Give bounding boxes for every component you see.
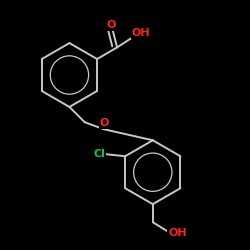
Text: OH: OH (132, 28, 150, 38)
Text: Cl: Cl (93, 149, 105, 159)
Text: OH: OH (168, 228, 187, 238)
Text: O: O (100, 118, 109, 128)
Text: O: O (107, 20, 116, 30)
